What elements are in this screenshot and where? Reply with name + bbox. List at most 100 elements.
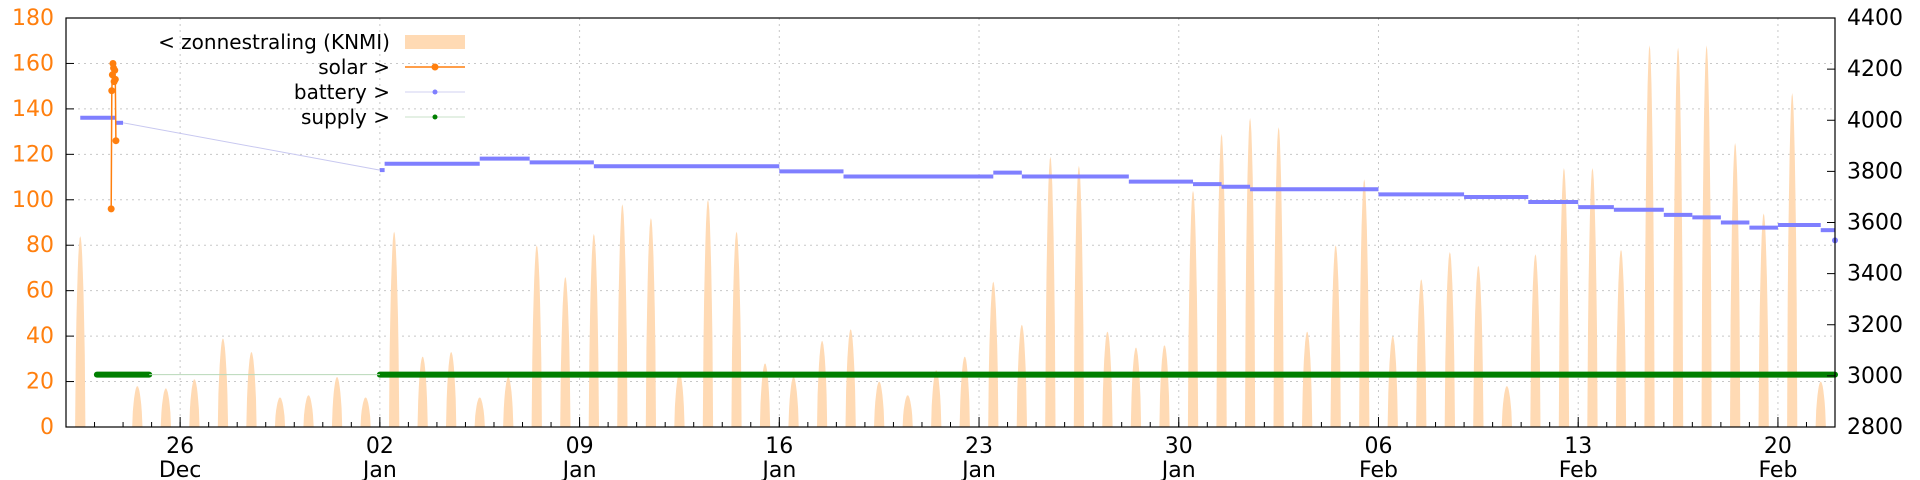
legend-label: solar > — [318, 55, 390, 79]
x-tick-month-label: Feb — [1758, 458, 1797, 480]
legend-swatch — [405, 35, 465, 49]
y-right-tick-label: 4000 — [1847, 108, 1903, 133]
area-day — [1787, 93, 1798, 427]
area-day — [1245, 118, 1256, 427]
y-right-tick-label: 4200 — [1847, 57, 1903, 82]
area-day — [1273, 127, 1284, 427]
y-left-tick-label: 60 — [26, 279, 54, 304]
x-tick-day-label: 02 — [366, 434, 394, 459]
y-right-tick-label: 2800 — [1847, 415, 1903, 440]
area-day — [931, 370, 942, 427]
battery-series — [80, 115, 1838, 244]
area-day — [75, 236, 86, 427]
x-tick-month-label: Jan — [361, 458, 397, 480]
area-day — [1758, 213, 1769, 427]
area-day — [845, 329, 856, 427]
area-day — [1587, 168, 1598, 427]
area-day — [1416, 279, 1427, 427]
area-day — [303, 395, 314, 427]
legend-marker — [432, 114, 438, 120]
area-day — [1073, 165, 1084, 427]
area-day — [588, 233, 599, 427]
x-tick-month-label: Jan — [1160, 458, 1196, 480]
area-day — [1444, 252, 1455, 427]
area-day — [531, 245, 542, 427]
area-day — [1216, 133, 1227, 427]
x-tick-day-label: 30 — [1165, 434, 1193, 459]
area-day — [1473, 265, 1484, 427]
y-right-tick-label: 4400 — [1847, 6, 1903, 31]
y-left-tick-label: 20 — [26, 370, 54, 395]
area-day — [417, 356, 428, 427]
y-right-tick-label: 3000 — [1847, 364, 1903, 389]
area-day — [988, 281, 999, 427]
area-day — [1102, 331, 1113, 427]
y-left-tick-label: 120 — [12, 142, 54, 167]
x-tick-month-label: Jan — [760, 458, 796, 480]
y-left-tick-label: 140 — [12, 97, 54, 122]
y-left-tick-label: 180 — [12, 6, 54, 31]
area-day — [1672, 47, 1684, 427]
area-day — [189, 379, 200, 427]
area-day — [959, 356, 970, 427]
x-tick-day-label: 06 — [1364, 434, 1392, 459]
x-tick-month-label: Jan — [960, 458, 996, 480]
area-day — [274, 397, 286, 427]
x-tick-month-label: Feb — [1359, 458, 1398, 480]
x-tick-day-label: 26 — [166, 434, 194, 459]
solar-point — [107, 205, 115, 213]
area-day — [331, 377, 343, 427]
y-right-tick-label: 3200 — [1847, 313, 1903, 338]
y-left-tick-label: 0 — [40, 415, 54, 440]
area-day — [1730, 143, 1741, 427]
area-day — [788, 377, 799, 427]
legend-label: supply > — [301, 105, 390, 129]
area-day — [1130, 347, 1142, 427]
legend-label: battery > — [294, 80, 390, 104]
area-day — [1045, 156, 1056, 427]
y-right-tick-label: 3600 — [1847, 211, 1903, 236]
legend: < zonnestraling (KNMI)solar >battery >su… — [158, 30, 465, 129]
area-day — [617, 204, 628, 427]
area-day — [1644, 45, 1655, 428]
y-right-tick-label: 3400 — [1847, 262, 1903, 287]
area-day — [759, 363, 771, 427]
area-day — [246, 352, 257, 427]
axes: 0204060801001201401601802800300032003400… — [12, 6, 1903, 480]
area-day — [1302, 331, 1313, 427]
x-tick-day-label: 16 — [765, 434, 793, 459]
x-tick-month-label: Feb — [1559, 458, 1598, 480]
x-tick-day-label: 23 — [965, 434, 993, 459]
area-day — [1815, 381, 1826, 427]
area-day — [1359, 179, 1370, 427]
area-day — [474, 397, 485, 427]
area-day — [360, 397, 371, 427]
x-tick-day-label: 13 — [1564, 434, 1592, 459]
zonnestraling-area-series — [75, 45, 1826, 428]
area-day — [645, 218, 656, 427]
area-day — [503, 377, 514, 427]
area-day — [1530, 254, 1541, 427]
solar-point — [112, 137, 120, 145]
area-day — [1159, 345, 1170, 427]
area-day — [874, 381, 885, 427]
y-right-tick-label: 3800 — [1847, 159, 1903, 184]
area-day — [817, 340, 828, 427]
y-left-tick-label: 160 — [12, 51, 54, 76]
area-day — [1187, 190, 1199, 427]
solar-point — [111, 75, 119, 83]
y-left-tick-label: 40 — [26, 324, 54, 349]
solar-point — [111, 66, 119, 74]
area-day — [731, 231, 742, 427]
area-day — [1501, 386, 1512, 427]
area-day — [389, 231, 400, 427]
battery-gap-line — [122, 122, 380, 171]
x-tick-day-label: 20 — [1764, 434, 1792, 459]
legend-label: < zonnestraling (KNMI) — [158, 30, 390, 54]
area-day — [702, 199, 714, 427]
area-day — [1387, 336, 1398, 427]
x-tick-day-label: 09 — [566, 434, 594, 459]
x-tick-month-label: Jan — [561, 458, 597, 480]
area-day — [1330, 245, 1341, 427]
y-left-tick-label: 80 — [26, 233, 54, 258]
